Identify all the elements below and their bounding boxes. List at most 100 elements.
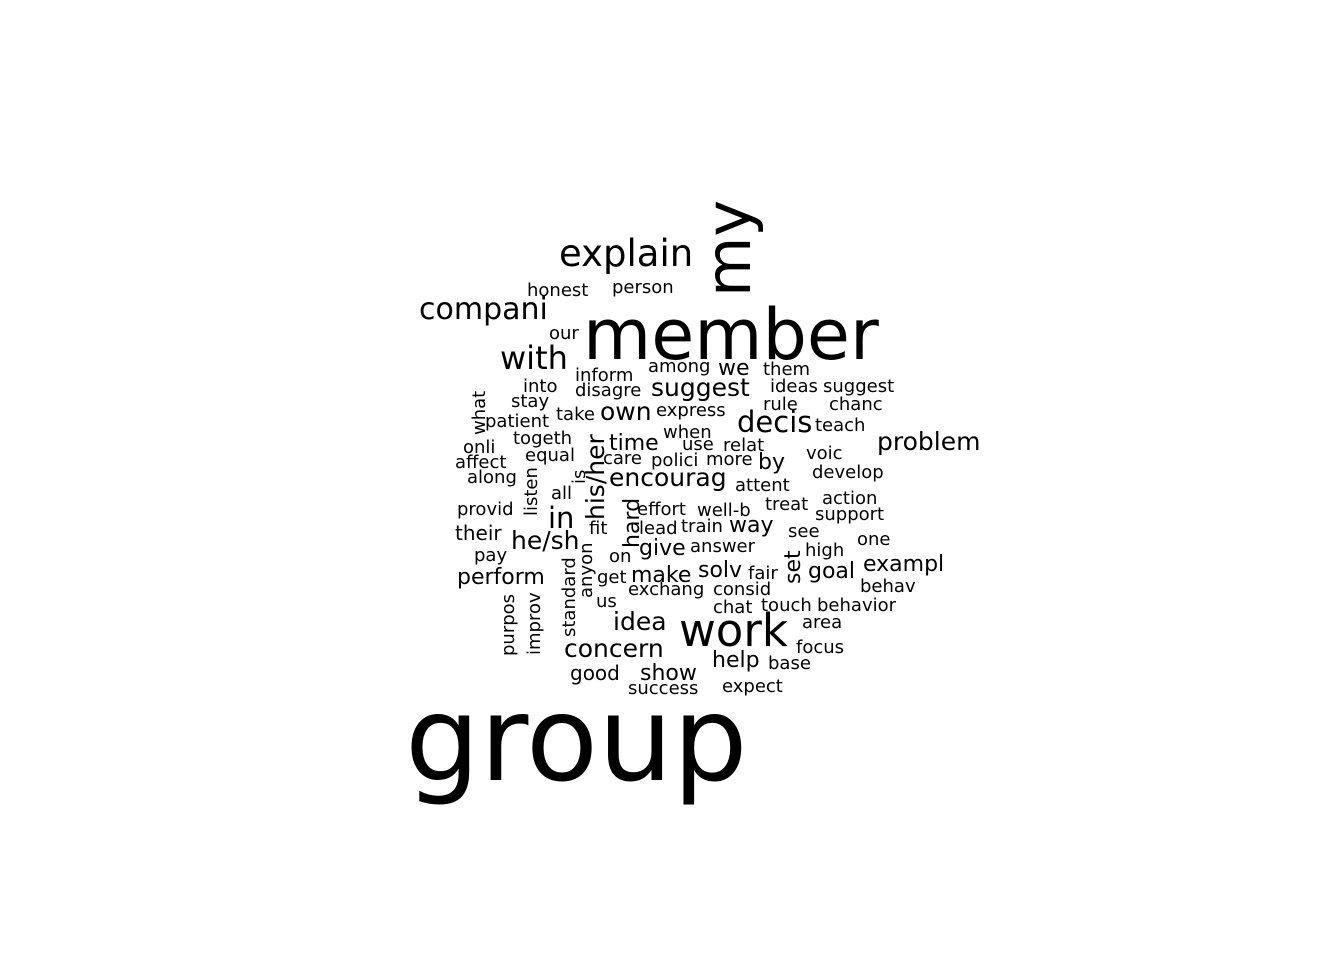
word-base: base xyxy=(768,653,811,674)
word-onli: onli xyxy=(463,437,495,458)
word-is: is xyxy=(569,470,590,484)
word-perform: perform xyxy=(457,565,545,590)
word-focus: focus xyxy=(796,637,844,658)
word-solv: solv xyxy=(698,558,742,583)
word-he-sh: he/sh xyxy=(511,526,580,555)
word-goal: goal xyxy=(808,559,855,584)
word-ideas: ideas xyxy=(770,376,818,397)
word-success: success xyxy=(628,678,698,699)
word-togeth: togeth xyxy=(513,428,572,449)
word-expect: expect xyxy=(722,676,783,697)
word-well-b: well-b xyxy=(697,500,751,521)
word-honest: honest xyxy=(527,280,588,301)
word-exampl: exampl xyxy=(863,552,944,577)
word-answer: answer xyxy=(690,536,756,557)
word-attent: attent xyxy=(735,475,790,496)
word-develop: develop xyxy=(812,462,884,483)
word-chat: chat xyxy=(713,597,752,618)
word-get: get xyxy=(597,567,627,588)
word-with: with xyxy=(500,339,568,377)
word-exchang: exchang xyxy=(628,579,704,600)
word-train: train xyxy=(681,516,723,537)
word-lead: lead xyxy=(639,518,678,539)
word-good: good xyxy=(570,661,620,685)
word-our: our xyxy=(549,323,579,344)
word-provid: provid xyxy=(457,499,514,520)
word-suggest: suggest xyxy=(651,373,750,402)
word-explain: explain xyxy=(559,232,693,275)
word-work: work xyxy=(679,604,788,657)
word-member: member xyxy=(583,294,879,376)
word-my: my xyxy=(692,200,765,297)
word-help: help xyxy=(712,648,760,673)
word-behav: behav xyxy=(860,576,916,597)
word-purpos: purpos xyxy=(498,594,519,656)
word-affect: affect xyxy=(455,452,506,473)
word-high: high xyxy=(805,540,844,561)
word-equal: equal xyxy=(525,445,575,466)
word-improv: improv xyxy=(524,592,545,655)
word-fit: fit xyxy=(589,518,607,539)
word-rule: rule xyxy=(763,394,798,415)
word-pay: pay xyxy=(474,545,507,566)
word-take: take xyxy=(556,404,595,425)
word-more: more xyxy=(706,449,753,470)
word-one: one xyxy=(857,529,891,550)
word-when: when xyxy=(663,422,712,443)
word-along: along xyxy=(467,467,517,488)
word-person: person xyxy=(612,277,674,298)
word-support: support xyxy=(815,504,884,525)
word-decis: decis xyxy=(737,405,812,439)
word-anyon: anyon xyxy=(576,542,597,598)
word-care: care xyxy=(603,448,642,469)
word-give: give xyxy=(639,536,686,561)
word-on: on xyxy=(609,546,631,567)
word-touch: touch xyxy=(761,595,812,616)
word-compani: compani xyxy=(419,292,548,327)
word-listen: listen xyxy=(521,467,542,516)
word-all: all xyxy=(551,483,572,504)
word-stay: stay xyxy=(511,391,549,412)
word-patient: patient xyxy=(485,411,549,432)
word-polici: polici xyxy=(651,450,698,471)
word-voic: voic xyxy=(806,443,843,464)
word-make: make xyxy=(631,563,691,588)
word-behavior: behavior xyxy=(817,595,897,616)
word-use: use xyxy=(682,434,714,455)
word-group: group xyxy=(405,670,748,808)
word-their: their xyxy=(455,521,502,545)
word-area: area xyxy=(802,612,842,633)
word-standard: standard xyxy=(559,557,580,637)
word-problem: problem xyxy=(877,427,980,456)
word-encourag: encourag xyxy=(609,463,727,492)
word-fair: fair xyxy=(748,563,778,584)
word-show: show xyxy=(640,661,697,686)
word-idea: idea xyxy=(613,607,667,636)
word-way: way xyxy=(729,513,774,538)
word-set: set xyxy=(781,550,806,584)
word-in: in xyxy=(548,501,574,535)
word-us: us xyxy=(596,591,617,612)
word-express: express xyxy=(656,400,726,421)
word-disagre: disagre xyxy=(575,380,641,401)
word-action: action xyxy=(822,488,877,509)
word-own: own xyxy=(600,397,652,426)
word-hard: hard xyxy=(620,498,645,548)
word-treat: treat xyxy=(765,494,808,515)
word-concern: concern xyxy=(564,634,664,663)
word-time: time xyxy=(609,431,659,456)
word-inform: inform xyxy=(575,365,633,386)
word-by: by xyxy=(758,450,785,475)
word-we: we xyxy=(718,356,750,381)
word-suggest: suggest xyxy=(823,376,894,397)
word-teach: teach xyxy=(815,415,865,436)
word-see: see xyxy=(788,521,820,542)
word-effort: effort xyxy=(637,499,686,520)
word-what: what xyxy=(469,391,490,435)
word-into: into xyxy=(523,376,557,397)
word-them: them xyxy=(763,359,810,380)
word-relat: relat xyxy=(723,435,764,456)
word-his-her: his/her xyxy=(581,434,610,520)
word-among: among xyxy=(648,356,710,377)
